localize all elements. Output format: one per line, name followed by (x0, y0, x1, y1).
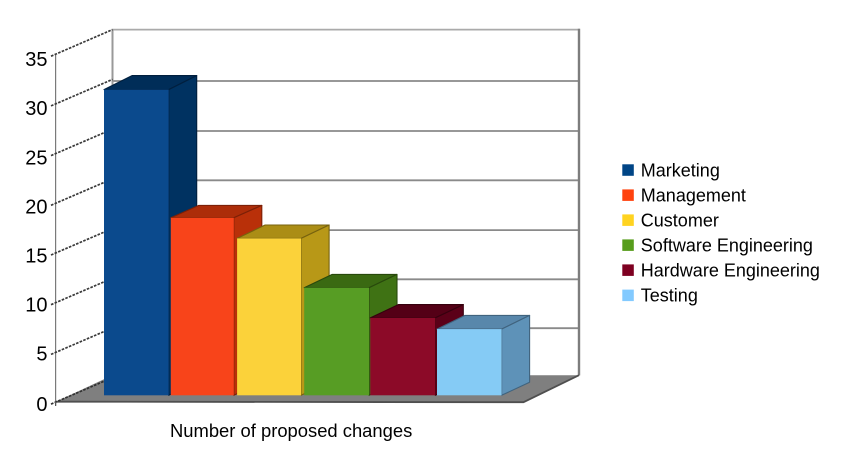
svg-text:30: 30 (25, 98, 47, 120)
svg-text:10: 10 (25, 295, 47, 317)
svg-text:5: 5 (36, 344, 47, 366)
svg-text:Management: Management (641, 186, 746, 206)
svg-text:Number of proposed changes: Number of proposed changes (170, 420, 412, 441)
svg-text:Hardware Engineering: Hardware Engineering (641, 261, 820, 281)
svg-text:15: 15 (25, 245, 47, 267)
svg-text:35: 35 (25, 49, 47, 71)
svg-text:Customer: Customer (641, 211, 719, 231)
svg-text:0: 0 (36, 394, 47, 416)
svg-text:20: 20 (25, 196, 47, 218)
svg-text:25: 25 (25, 147, 47, 169)
svg-text:Marketing: Marketing (641, 160, 720, 180)
svg-text:Software Engineering: Software Engineering (641, 236, 813, 256)
svg-text:Testing: Testing (641, 286, 698, 306)
